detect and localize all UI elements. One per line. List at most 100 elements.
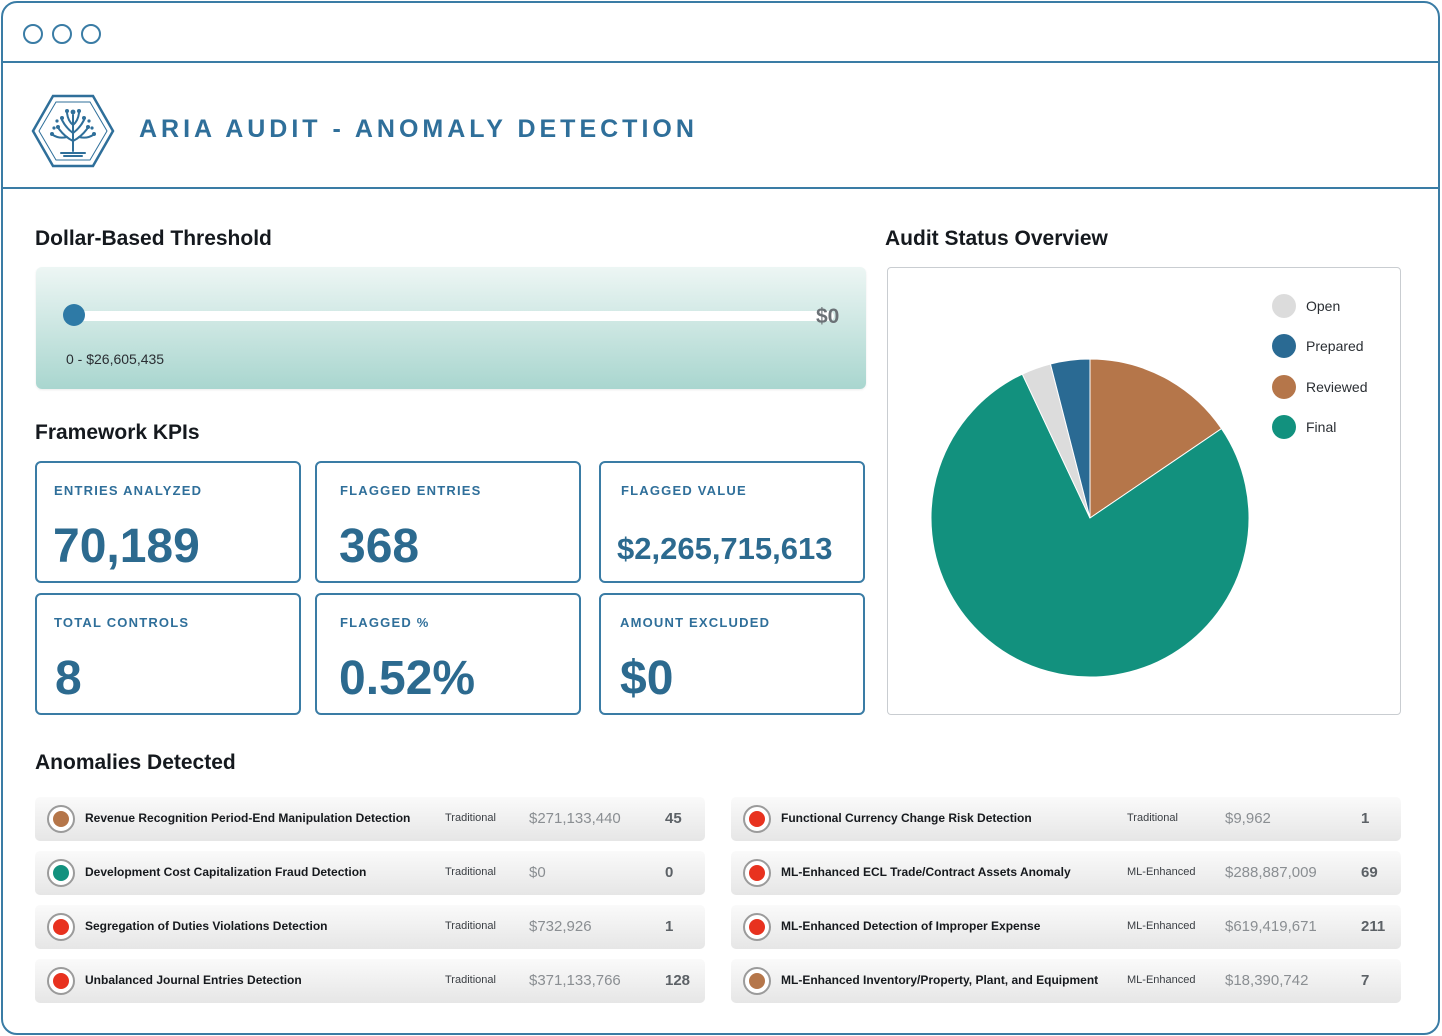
- legend-label: Reviewed: [1306, 379, 1368, 395]
- anomaly-count: 1: [665, 918, 674, 935]
- anomaly-name: ML-Enhanced Detection of Improper Expens…: [781, 919, 1041, 933]
- anomaly-method: ML-Enhanced: [1127, 866, 1196, 878]
- anomaly-count: 211: [1361, 918, 1386, 935]
- kpi-label: FLAGGED %: [340, 615, 430, 630]
- anomaly-count: 1: [1361, 810, 1370, 827]
- kpi-label: AMOUNT EXCLUDED: [620, 615, 771, 630]
- status-overview-title: Audit Status Overview: [885, 227, 1108, 250]
- kpi-amount-excluded: AMOUNT EXCLUDED $0: [599, 593, 865, 715]
- anomaly-amount: $619,419,671: [1225, 918, 1317, 935]
- legend-swatch: [1272, 294, 1296, 318]
- window-control-maximize[interactable]: [81, 24, 101, 44]
- status-dot: [53, 919, 69, 935]
- status-indicator-icon: [743, 913, 771, 941]
- anomaly-name: ML-Enhanced ECL Trade/Contract Assets An…: [781, 865, 1071, 879]
- status-dot: [53, 865, 69, 881]
- kpi-value: $0: [620, 652, 674, 705]
- anomaly-row[interactable]: ML-Enhanced Detection of Improper Expens…: [731, 905, 1401, 949]
- anomaly-name: Revenue Recognition Period-End Manipulat…: [85, 811, 411, 825]
- legend-label: Open: [1306, 298, 1341, 314]
- anomaly-amount: $371,133,766: [529, 972, 621, 989]
- window-control-close[interactable]: [23, 24, 43, 44]
- legend-label: Final: [1306, 419, 1337, 435]
- window-control-minimize[interactable]: [52, 24, 72, 44]
- pie-slice-prepared[interactable]: [1049, 358, 1091, 519]
- anomaly-count: 7: [1361, 972, 1370, 989]
- anomaly-name: ML-Enhanced Inventory/Property, Plant, a…: [781, 973, 1099, 987]
- status-dot: [53, 811, 69, 827]
- threshold-value: $0: [816, 305, 840, 328]
- anomaly-row[interactable]: ML-Enhanced ECL Trade/Contract Assets An…: [731, 851, 1401, 895]
- anomaly-method: ML-Enhanced: [1127, 920, 1196, 932]
- anomaly-name: Development Cost Capitalization Fraud De…: [85, 865, 367, 879]
- status-dot: [749, 865, 765, 881]
- anomaly-method: Traditional: [1127, 812, 1178, 824]
- anomaly-row[interactable]: Unbalanced Journal Entries Detection Tra…: [35, 959, 705, 1003]
- anomaly-name: Segregation of Duties Violations Detecti…: [85, 919, 328, 933]
- kpi-entries-analyzed: ENTRIES ANALYZED 70,189: [35, 461, 301, 583]
- anomaly-row[interactable]: Segregation of Duties Violations Detecti…: [35, 905, 705, 949]
- kpi-label: TOTAL CONTROLS: [54, 615, 190, 630]
- window-titlebar: [3, 3, 1438, 63]
- status-indicator-icon: [47, 805, 75, 833]
- anomaly-method: Traditional: [445, 812, 496, 824]
- legend-swatch: [1272, 415, 1296, 439]
- kpi-value: 70,189: [53, 520, 200, 573]
- status-overview-panel: Open Prepared Reviewed Final: [887, 267, 1401, 715]
- kpi-value: 8: [55, 652, 82, 705]
- anomaly-method: Traditional: [445, 974, 496, 986]
- app-title: ARIA AUDIT - ANOMALY DETECTION: [139, 115, 698, 143]
- anomaly-name: Unbalanced Journal Entries Detection: [85, 973, 302, 987]
- anomaly-row[interactable]: Functional Currency Change Risk Detectio…: [731, 797, 1401, 841]
- pie-slice-final[interactable]: [930, 373, 1250, 678]
- anomaly-count: 45: [665, 810, 682, 827]
- status-indicator-icon: [47, 967, 75, 995]
- status-indicator-icon: [743, 859, 771, 887]
- tree-logo-icon: [31, 94, 115, 168]
- status-indicator-icon: [47, 913, 75, 941]
- anomaly-method: Traditional: [445, 866, 496, 878]
- pie-slice-reviewed[interactable]: [1089, 358, 1223, 519]
- kpi-value: 0.52%: [339, 652, 476, 705]
- legend-swatch: [1272, 375, 1296, 399]
- threshold-slider-track[interactable]: [74, 311, 834, 321]
- anomaly-amount: $271,133,440: [529, 810, 621, 827]
- status-indicator-icon: [743, 805, 771, 833]
- kpi-total-controls: TOTAL CONTROLS 8: [35, 593, 301, 715]
- kpi-label: ENTRIES ANALYZED: [54, 483, 203, 498]
- legend-label: Prepared: [1306, 338, 1364, 354]
- anomaly-method: ML-Enhanced: [1127, 974, 1196, 986]
- kpi-flagged-entries: FLAGGED ENTRIES 368: [315, 461, 581, 583]
- anomaly-row[interactable]: ML-Enhanced Inventory/Property, Plant, a…: [731, 959, 1401, 1003]
- anomaly-count: 128: [665, 972, 691, 989]
- kpis-title: Framework KPIs: [35, 421, 200, 444]
- threshold-slider-handle[interactable]: [63, 304, 85, 326]
- kpi-flagged-value: FLAGGED VALUE $2,265,715,613: [599, 461, 865, 583]
- status-dot: [749, 919, 765, 935]
- threshold-range-label: 0 - $26,605,435: [66, 351, 165, 367]
- status-dot: [749, 811, 765, 827]
- anomalies-title: Anomalies Detected: [35, 751, 236, 774]
- status-indicator-icon: [743, 967, 771, 995]
- anomaly-count: 69: [1361, 864, 1378, 881]
- anomaly-amount: $288,887,009: [1225, 864, 1317, 881]
- legend-swatch: [1272, 334, 1296, 358]
- anomaly-name: Functional Currency Change Risk Detectio…: [781, 811, 1032, 825]
- status-dot: [749, 973, 765, 989]
- anomaly-amount: $0: [529, 864, 546, 881]
- kpi-value: 368: [339, 520, 420, 573]
- anomaly-count: 0: [665, 864, 674, 881]
- status-dot: [53, 973, 69, 989]
- kpi-value: $2,265,715,613: [617, 531, 833, 566]
- kpi-label: FLAGGED ENTRIES: [340, 483, 482, 498]
- status-pie-chart: [930, 358, 1250, 678]
- kpi-flagged-percent: FLAGGED % 0.52%: [315, 593, 581, 715]
- anomaly-amount: $18,390,742: [1225, 972, 1309, 989]
- anomaly-row[interactable]: Development Cost Capitalization Fraud De…: [35, 851, 705, 895]
- status-indicator-icon: [47, 859, 75, 887]
- anomaly-row[interactable]: Revenue Recognition Period-End Manipulat…: [35, 797, 705, 841]
- app-header: ARIA AUDIT - ANOMALY DETECTION: [3, 63, 1438, 189]
- anomaly-amount: $732,926: [529, 918, 592, 935]
- anomaly-amount: $9,962: [1225, 810, 1271, 827]
